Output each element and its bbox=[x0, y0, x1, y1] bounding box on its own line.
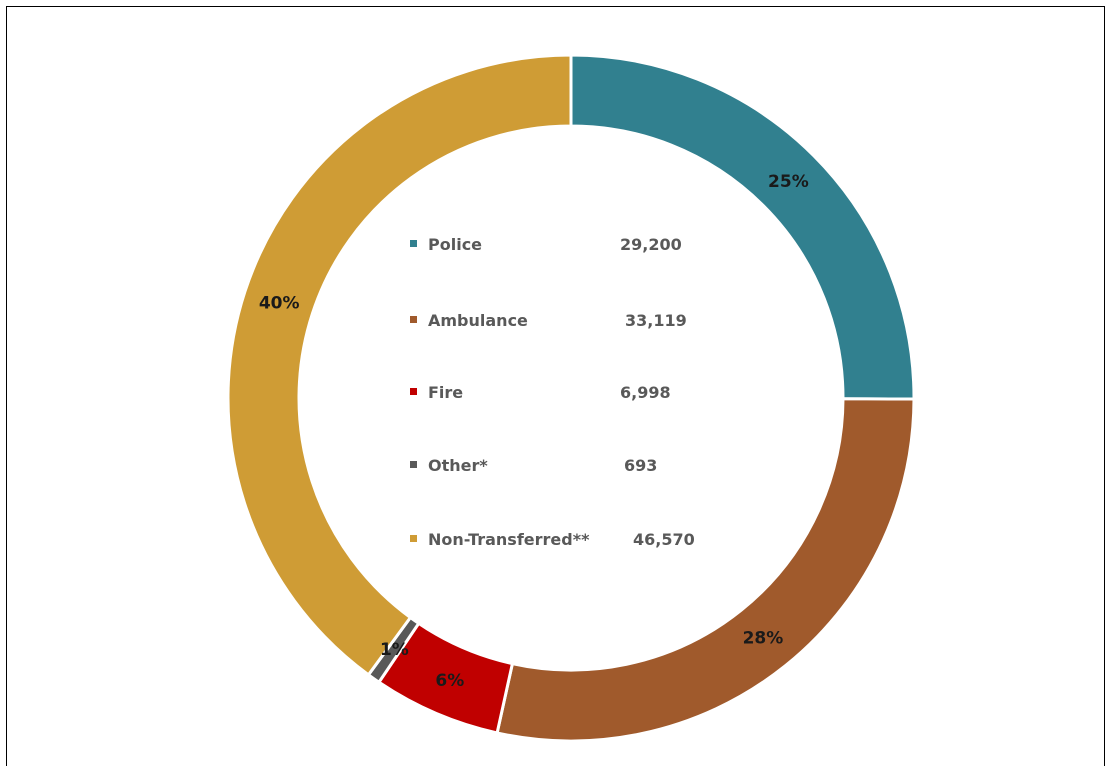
slice-ambulance bbox=[495, 397, 916, 743]
legend-swatch-police bbox=[410, 240, 417, 247]
legend-label-police: Police bbox=[428, 235, 482, 254]
legend-swatch-fire bbox=[410, 388, 417, 395]
legend-value-fire: 6,998 bbox=[620, 383, 671, 402]
percent-label-other: 1% bbox=[380, 640, 409, 660]
percent-label-ambulance: 28% bbox=[743, 629, 784, 649]
percent-label-non-transferred: 40% bbox=[259, 294, 300, 314]
chart-frame bbox=[6, 6, 1105, 766]
legend-value-other: 693 bbox=[624, 456, 657, 475]
percent-label-police: 25% bbox=[768, 172, 809, 192]
legend-value-non-transferred: 46,570 bbox=[633, 530, 695, 549]
legend: Police 29,200 Ambulance 33,119 Fire 6,998 Othe… bbox=[410, 235, 695, 549]
legend-label-ambulance: Ambulance bbox=[428, 311, 528, 330]
donut-slices bbox=[226, 53, 916, 743]
legend-value-police: 29,200 bbox=[620, 235, 682, 254]
legend-swatch-non-transferred bbox=[410, 535, 417, 542]
percent-labels: 25% 28% 6% 1% 40% bbox=[259, 172, 809, 691]
percent-label-fire: 6% bbox=[435, 671, 464, 691]
slice-non-transferred bbox=[226, 53, 573, 677]
legend-swatch-other bbox=[410, 461, 417, 468]
legend-label-non-transferred: Non-Transferred** bbox=[428, 530, 590, 549]
legend-swatch-ambulance bbox=[410, 316, 417, 323]
legend-label-other: Other* bbox=[428, 456, 488, 475]
slice-police bbox=[569, 53, 916, 401]
legend-value-ambulance: 33,119 bbox=[625, 311, 687, 330]
legend-label-fire: Fire bbox=[428, 383, 463, 402]
